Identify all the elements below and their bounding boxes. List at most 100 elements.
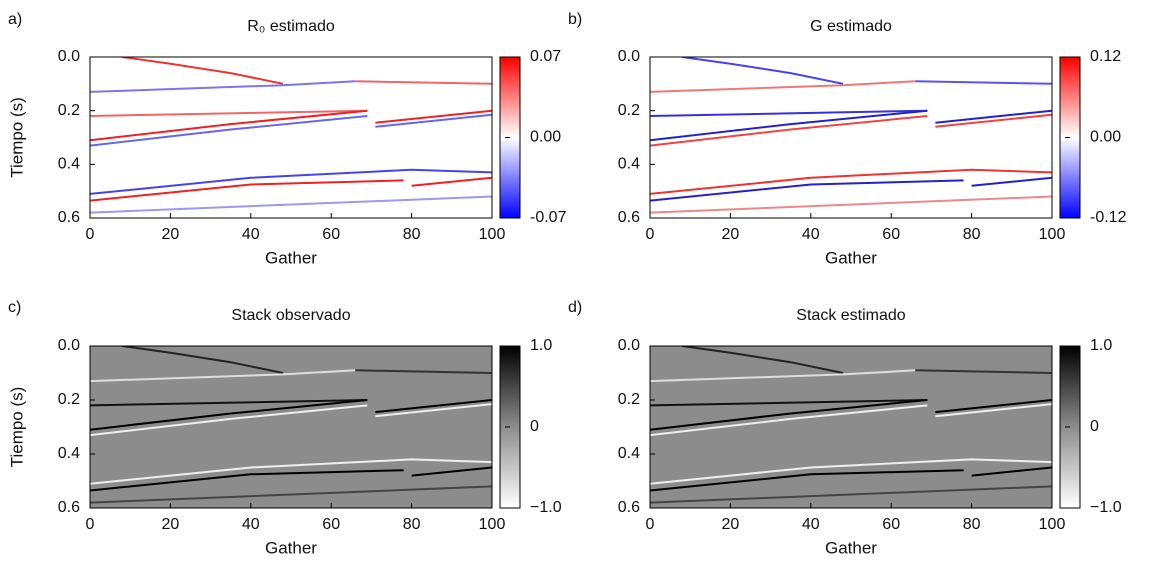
y-tick-label: 0.0	[618, 48, 640, 65]
colorbar-tick-label: 1.0	[530, 337, 552, 354]
colorbar-tick-label: 0.00	[530, 129, 561, 146]
x-tick-label: 80	[403, 226, 421, 243]
reflector-line	[650, 399, 928, 407]
x-tick-label: 0	[86, 226, 95, 243]
reflector-line	[650, 113, 1052, 147]
plot-frame	[89, 345, 493, 509]
plot-frame	[89, 56, 493, 219]
colorbar-tick-label: 0	[530, 418, 539, 435]
x-tick-label: 0	[646, 516, 655, 533]
reflector-line	[122, 346, 284, 374]
reflector-line	[650, 399, 1052, 431]
x-tick-label: 20	[722, 516, 740, 533]
plot-frame	[649, 345, 1053, 509]
reflectors	[650, 57, 1052, 214]
colorbar-tick-label: 0.12	[1090, 48, 1121, 65]
panel-label: c)	[8, 299, 21, 316]
colorbar-tick-label: −1.0	[530, 499, 562, 516]
x-tick-label: 60	[882, 226, 900, 243]
colorbar-tick-label: −1.0	[1090, 499, 1122, 516]
reflector-line	[90, 168, 492, 195]
y-tick-label: 0.0	[618, 337, 640, 354]
y-axis-label: Tiempo (s)	[7, 387, 26, 468]
y-axis-label: Tiempo (s)	[7, 97, 26, 178]
reflector-line	[90, 109, 368, 117]
colorbar-tick-label: -0.07	[530, 209, 567, 226]
y-tick-label: 0.2	[58, 391, 80, 408]
chart-title: R₀ estimado	[247, 18, 335, 35]
y-tick-label: 0.4	[58, 445, 80, 462]
panel: c) Stack observado 0 20 40 60 80 100 0.0 0.2 0.4 0.…	[7, 299, 561, 557]
chart-title: G estimado	[810, 18, 892, 35]
x-axis-label: Gather	[825, 248, 877, 267]
y-tick-label: 0.6	[618, 499, 640, 516]
x-axis-label: Gather	[825, 538, 877, 557]
reflector-line	[90, 113, 492, 147]
reflector-line	[682, 57, 844, 85]
x-tick-label: 80	[403, 516, 421, 533]
reflector-line	[650, 80, 916, 93]
colorbar-tick-label: 0	[1090, 418, 1099, 435]
reflector-line	[650, 485, 1052, 504]
panel: b) G estimado 0 20 40 60 80 100 0.0 0.2 0.4 0.6 Gath…	[568, 11, 1127, 267]
colorbar-tick-label: 0.00	[1090, 129, 1121, 146]
y-tick-label: 0.2	[618, 391, 640, 408]
reflector-line	[90, 466, 492, 492]
panel-label: b)	[568, 11, 582, 28]
x-tick-label: 40	[242, 226, 260, 243]
x-tick-label: 60	[322, 516, 340, 533]
reflector-line	[650, 466, 1052, 492]
reflector-line	[90, 195, 492, 214]
x-tick-label: 40	[802, 516, 820, 533]
panel: d) Stack estimado 0 20 40 60 80 100 0.0 0.2 0.4 0.6…	[568, 299, 1122, 557]
reflector-line	[650, 176, 1052, 202]
y-tick-label: 0.6	[618, 209, 640, 226]
x-tick-label: 100	[1039, 516, 1066, 533]
y-tick-label: 0.6	[58, 499, 80, 516]
reflector-line	[90, 399, 368, 407]
panel-label: d)	[568, 299, 582, 316]
chart-title: Stack observado	[231, 307, 350, 324]
reflector-line	[90, 458, 492, 485]
colorbar-tick-label: -0.12	[1090, 209, 1127, 226]
reflector-line	[650, 369, 916, 383]
x-tick-label: 20	[162, 226, 180, 243]
x-tick-label: 60	[882, 516, 900, 533]
x-tick-label: 60	[322, 226, 340, 243]
colorbar-tick-label: 1.0	[1090, 337, 1112, 354]
reflector-line	[650, 168, 1052, 195]
reflectors	[650, 346, 1052, 504]
y-tick-label: 0.2	[58, 102, 80, 119]
reflector-line	[355, 80, 492, 85]
x-tick-label: 40	[802, 226, 820, 243]
y-tick-label: 0.4	[618, 156, 640, 173]
colorbar-tick-label: 0.07	[530, 48, 561, 65]
x-axis-label: Gather	[265, 248, 317, 267]
reflector-line	[90, 80, 356, 93]
x-tick-label: 100	[479, 516, 506, 533]
x-tick-label: 20	[162, 516, 180, 533]
reflectors	[90, 346, 492, 504]
y-tick-label: 0.0	[58, 48, 80, 65]
y-tick-label: 0.0	[58, 337, 80, 354]
reflector-line	[90, 369, 356, 383]
x-tick-label: 0	[646, 226, 655, 243]
chart-title: Stack estimado	[796, 307, 905, 324]
reflector-line	[90, 109, 492, 142]
reflectors	[90, 57, 492, 214]
reflector-line	[650, 458, 1052, 485]
y-tick-label: 0.4	[618, 445, 640, 462]
reflector-line	[90, 399, 492, 431]
x-tick-label: 0	[86, 516, 95, 533]
plot-frame	[649, 56, 1053, 219]
reflector-line	[915, 80, 1052, 85]
x-tick-label: 100	[1039, 226, 1066, 243]
reflector-line	[90, 176, 492, 202]
x-tick-label: 20	[722, 226, 740, 243]
reflector-line	[650, 195, 1052, 214]
panel: a) R₀ estimado 0 20 40 60 80 100 0.0 0.2 0.4 0.6 Gat…	[7, 11, 566, 267]
reflector-line	[122, 57, 284, 85]
reflector-line	[915, 369, 1052, 374]
reflector-line	[682, 346, 844, 374]
